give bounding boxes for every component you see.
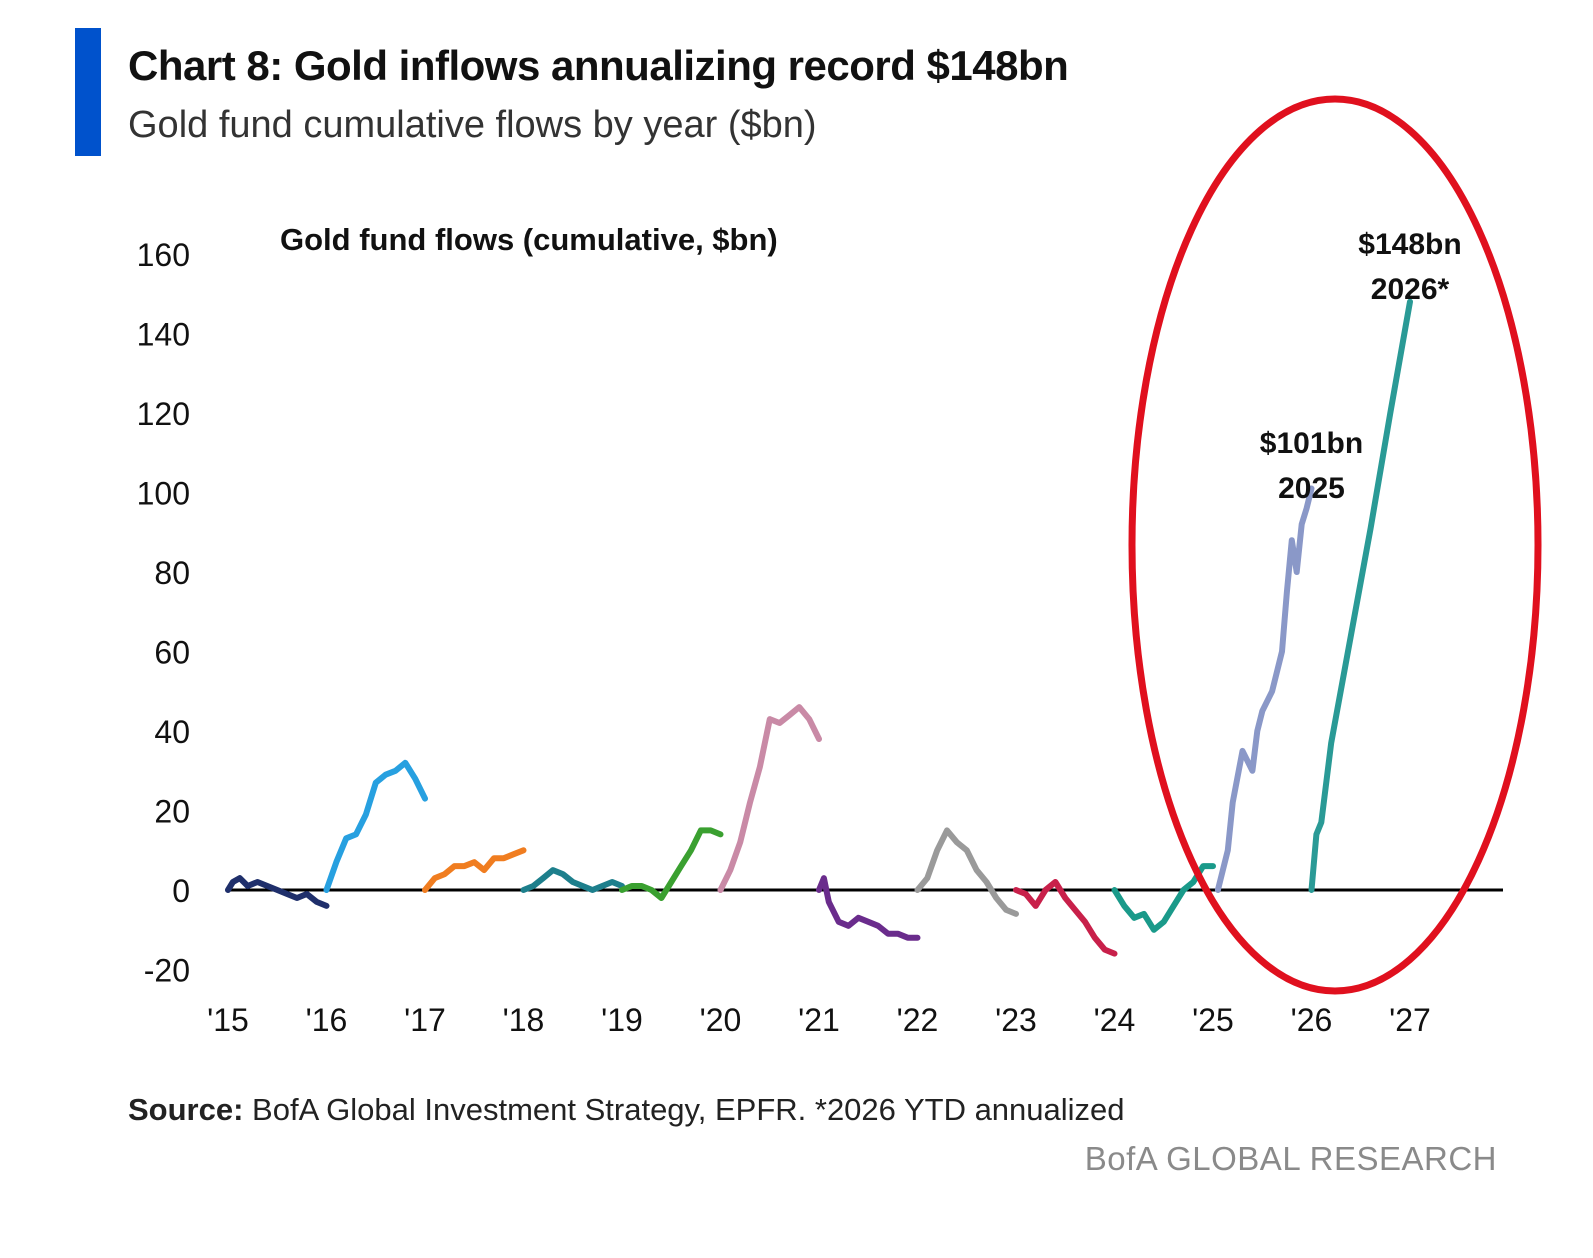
chart-main-title: Chart 8: Gold inflows annualizing record… bbox=[128, 42, 1069, 89]
annotation-value-0: $101bn bbox=[1260, 427, 1363, 460]
y-tick-label: -20 bbox=[144, 953, 190, 989]
y-tick-label: 160 bbox=[137, 237, 190, 273]
x-tick-label: '18 bbox=[503, 1002, 545, 1038]
annotation-value-1: $148bn bbox=[1358, 228, 1461, 261]
brand-logo-text: BofA GLOBAL RESEARCH bbox=[1084, 1140, 1497, 1177]
annotation-year-0: 2025 bbox=[1278, 472, 1345, 505]
y-tick-label: 20 bbox=[154, 794, 190, 830]
x-tick-label: '15 bbox=[207, 1002, 249, 1038]
accent-bar bbox=[75, 28, 101, 156]
x-tick-label: '27 bbox=[1389, 1002, 1431, 1038]
x-tick-label: '19 bbox=[601, 1002, 643, 1038]
annotation-year-1: 2026* bbox=[1371, 273, 1450, 306]
y-tick-label: 80 bbox=[154, 555, 190, 591]
plot-title: Gold fund flows (cumulative, $bn) bbox=[280, 222, 778, 257]
y-axis: -20 0 20 40 60 80 100 120 140 160 bbox=[137, 237, 190, 989]
series-line-2020 bbox=[717, 704, 822, 893]
series-line-2015 bbox=[225, 875, 330, 909]
chart-subtitle: Gold fund cumulative flows by year ($bn) bbox=[128, 104, 817, 146]
annotation-group: $101bn 2025 $148bn 2026* bbox=[1260, 228, 1462, 505]
source-label: Source: bbox=[128, 1092, 244, 1127]
series-line-2017 bbox=[422, 847, 527, 893]
y-tick-label: 100 bbox=[137, 476, 190, 512]
x-tick-label: '26 bbox=[1291, 1002, 1333, 1038]
x-tick-label: '20 bbox=[700, 1002, 742, 1038]
highlight-ellipse bbox=[1128, 95, 1542, 995]
y-tick-label: 120 bbox=[137, 396, 190, 432]
x-tick-label: '24 bbox=[1094, 1002, 1136, 1038]
series-line-2021 bbox=[816, 875, 921, 941]
series-group bbox=[225, 298, 1413, 957]
series-line-2016 bbox=[323, 759, 428, 893]
x-axis: '15 '16 '17 '18 '19 '20 '21 '22 '23 '24 '25 '26 '27 bbox=[207, 1002, 1431, 1038]
x-tick-label: '21 bbox=[798, 1002, 840, 1038]
series-line-2023 bbox=[1013, 879, 1118, 957]
series-line-2025 bbox=[1214, 485, 1315, 893]
x-tick-label: '25 bbox=[1192, 1002, 1234, 1038]
x-tick-label: '16 bbox=[306, 1002, 348, 1038]
x-tick-label: '23 bbox=[995, 1002, 1037, 1038]
series-line-2019 bbox=[619, 827, 724, 901]
series-line-2018 bbox=[520, 867, 625, 893]
x-tick-label: '22 bbox=[897, 1002, 939, 1038]
source-text: BofA Global Investment Strategy, EPFR. *… bbox=[243, 1092, 1125, 1127]
x-tick-label: '17 bbox=[404, 1002, 446, 1038]
y-tick-label: 60 bbox=[154, 635, 190, 671]
series-line-2022 bbox=[914, 827, 1019, 917]
y-tick-label: 140 bbox=[137, 317, 190, 353]
y-tick-label: 40 bbox=[154, 714, 190, 750]
series-line-2026 bbox=[1308, 298, 1413, 893]
y-tick-label: 0 bbox=[172, 873, 190, 909]
source-note: Source: BofA Global Investment Strategy,… bbox=[128, 1092, 1125, 1128]
